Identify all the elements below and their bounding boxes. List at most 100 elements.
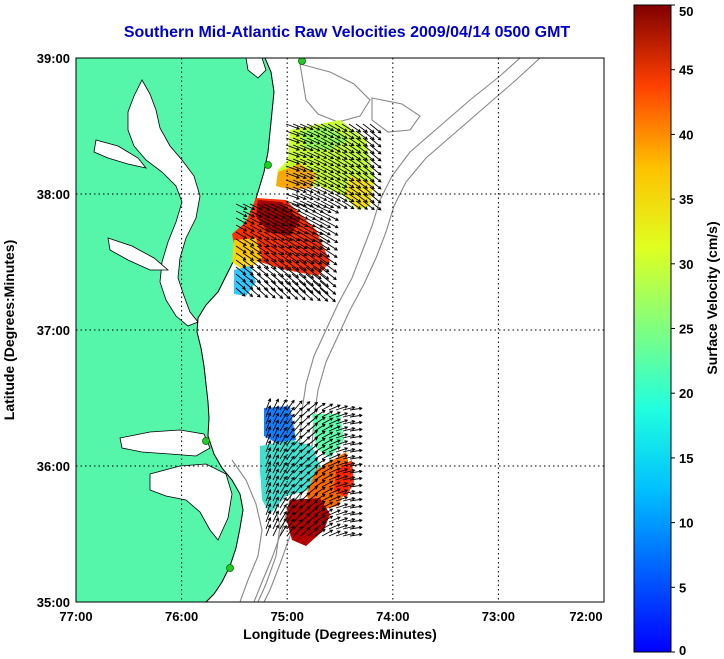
y-tick-label: 37:00 xyxy=(37,323,70,338)
velocity-arrow xyxy=(362,200,375,211)
velocity-arrow xyxy=(299,172,314,180)
velocity-arrow xyxy=(277,287,291,300)
grid-lines xyxy=(76,58,604,602)
velocity-arrow xyxy=(256,259,270,269)
velocity-arrow xyxy=(272,447,279,460)
velocity-arrow xyxy=(314,430,326,439)
velocity-arrow xyxy=(334,137,348,146)
velocity-arrow xyxy=(355,165,369,175)
velocity-arrow xyxy=(328,453,341,460)
velocity-arrow xyxy=(328,530,341,537)
y-axis: 39:00 38:00 37:00 36:00 35:00 xyxy=(37,51,70,610)
velocity-arrow xyxy=(335,482,349,488)
colorbar-tick-label: 0 xyxy=(679,643,686,658)
velocity-arrow xyxy=(321,529,334,537)
velocity-arrow xyxy=(279,398,287,411)
velocity-arrow xyxy=(272,510,279,523)
velocity-arrow xyxy=(313,130,328,138)
velocity-arrow xyxy=(369,151,382,162)
velocity-arrow xyxy=(272,496,279,509)
velocity-arrow xyxy=(320,151,335,160)
velocity-arrow xyxy=(272,419,279,432)
velocity-arrow xyxy=(286,399,295,411)
velocity-arrow xyxy=(314,423,326,432)
velocity-arrow xyxy=(249,217,263,225)
x-tick-label: 75:00 xyxy=(271,609,304,624)
velocity-arrow xyxy=(313,144,328,152)
velocity-arrow xyxy=(277,238,293,249)
velocity-arrow xyxy=(320,144,335,153)
velocity-arrow xyxy=(249,203,263,211)
velocity-arrow xyxy=(265,404,272,418)
velocity-arrow xyxy=(327,137,341,146)
velocity-arrow xyxy=(256,203,271,211)
velocity-arrow xyxy=(334,172,348,181)
velocity-arrow xyxy=(265,474,272,488)
velocity-arrow xyxy=(265,523,272,537)
velocity-arrow xyxy=(319,203,340,214)
velocity-arrow xyxy=(242,245,255,254)
velocity-arrow xyxy=(349,532,363,537)
velocity-arrow xyxy=(319,273,337,288)
velocity-arrow xyxy=(256,287,269,299)
velocity-arrow xyxy=(328,446,341,453)
velocity-arrow xyxy=(235,203,248,210)
velocity-arrow xyxy=(312,266,330,280)
velocity-arrow xyxy=(277,259,292,271)
velocity-arrow xyxy=(335,510,349,516)
velocity-arrow xyxy=(369,186,382,197)
velocity-arrow xyxy=(314,479,326,488)
velocity-arrow xyxy=(342,517,356,523)
velocity-arrow xyxy=(312,259,330,273)
velocity-arrow xyxy=(272,524,279,537)
velocity-arrow xyxy=(319,224,339,236)
velocity-arrow xyxy=(341,193,355,203)
velocity-arrow xyxy=(249,231,263,240)
velocity-arrow xyxy=(369,172,382,183)
velocity-arrow xyxy=(265,411,272,425)
x-tick-label: 77:00 xyxy=(59,609,92,624)
velocity-arrow xyxy=(284,252,300,264)
colorbar-tick-label: 15 xyxy=(679,451,693,466)
velocity-arrow xyxy=(349,525,363,530)
velocity-arrow xyxy=(286,441,295,453)
velocity-arrow xyxy=(265,432,272,446)
velocity-arrow xyxy=(285,179,301,186)
velocity-arrow xyxy=(263,224,278,233)
velocity-arrow xyxy=(272,517,279,530)
colorbar-tick-label: 45 xyxy=(679,63,693,78)
velocity-arrow xyxy=(299,137,314,145)
radar-stations xyxy=(202,58,306,572)
velocity-arrow xyxy=(335,461,349,467)
velocity-arrow xyxy=(321,445,334,453)
velocity-arrow xyxy=(313,137,328,145)
velocity-arrow xyxy=(342,510,356,516)
velocity-arrow xyxy=(272,398,279,411)
velocity-arrow xyxy=(335,405,349,411)
velocity-arrow xyxy=(265,516,272,530)
velocity-arrow xyxy=(270,259,285,270)
velocity-arrow xyxy=(342,475,356,481)
velocity-arrow xyxy=(321,410,334,418)
velocity-arrow xyxy=(355,137,369,147)
velocity-arrow xyxy=(306,130,321,138)
colorbar: 0 5 10 15 20 25 30 35 40 45 50 Surface Velocity (c… xyxy=(633,4,720,658)
velocity-arrow xyxy=(242,210,256,218)
velocity-arrow xyxy=(314,451,326,460)
velocity-arrow xyxy=(286,476,295,488)
velocity-arrow xyxy=(285,123,301,130)
velocity-arrow xyxy=(320,193,335,202)
velocity-arrow xyxy=(291,245,308,257)
velocity-arrow xyxy=(265,502,272,516)
velocity-arrow xyxy=(334,130,348,139)
velocity-arrow xyxy=(272,426,279,439)
velocity-arrow xyxy=(349,420,363,425)
y-tick-label: 35:00 xyxy=(37,595,70,610)
velocity-arrow xyxy=(284,231,301,242)
velocity-arrow xyxy=(249,245,262,254)
velocity-arrow xyxy=(349,448,363,453)
velocity-arrow xyxy=(312,231,331,243)
velocity-arrow xyxy=(348,179,362,189)
velocity-arrow xyxy=(299,179,314,187)
velocity-arrow xyxy=(355,123,369,133)
